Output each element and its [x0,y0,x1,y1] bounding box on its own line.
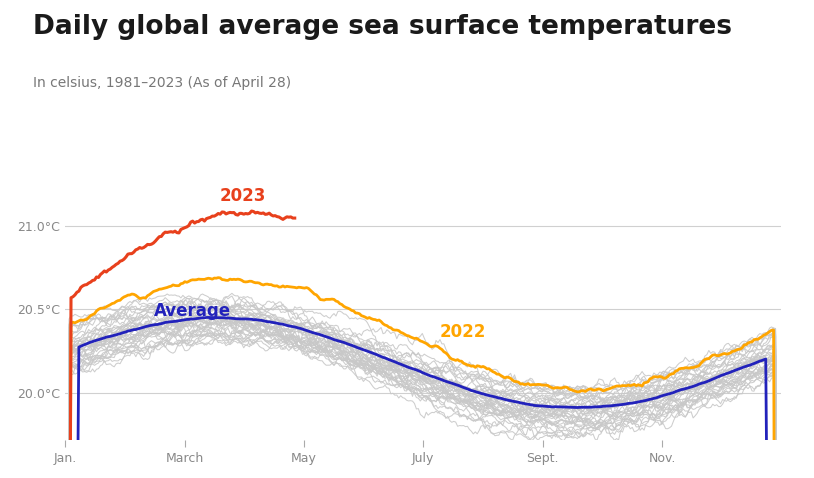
Text: Average: Average [153,303,230,320]
Text: Daily global average sea surface temperatures: Daily global average sea surface tempera… [33,14,732,40]
Text: In celsius, 1981–2023 (As of April 28): In celsius, 1981–2023 (As of April 28) [33,76,291,90]
Text: 2023: 2023 [220,187,266,205]
Text: 2022: 2022 [440,323,486,340]
